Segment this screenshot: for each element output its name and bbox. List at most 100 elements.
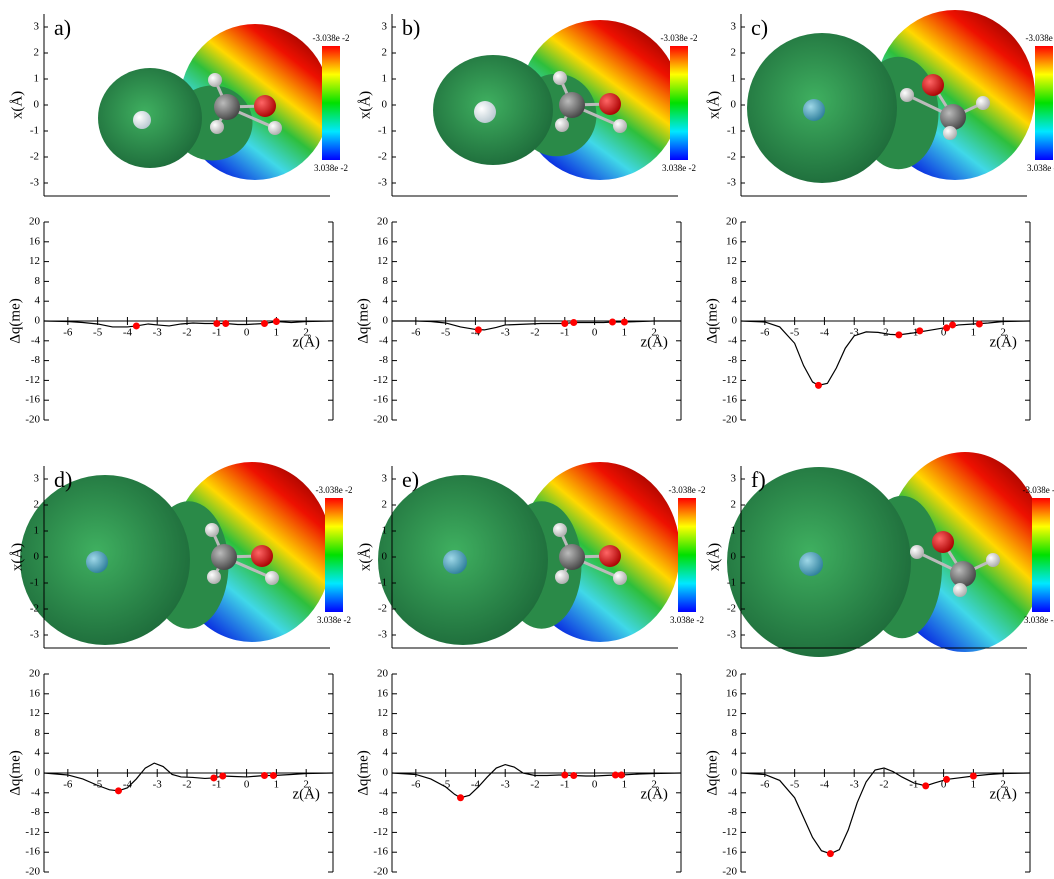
y-tick-label: -3 bbox=[30, 629, 40, 641]
y-tick-label: -8 bbox=[728, 806, 738, 818]
y-tick-label: 12 bbox=[377, 707, 388, 719]
panel-label: f) bbox=[751, 467, 766, 492]
colorbar-label: 3.038e -2 bbox=[314, 163, 348, 173]
y-tick-label: 12 bbox=[29, 255, 40, 267]
x-tick-label: -5 bbox=[93, 327, 103, 339]
data-point bbox=[570, 771, 578, 779]
y-tick-label: 0 bbox=[35, 767, 41, 779]
y-tick-label: 3 bbox=[731, 473, 737, 485]
ion-atom bbox=[443, 550, 467, 574]
y-tick-label: -8 bbox=[379, 806, 389, 818]
y-tick-label: 1 bbox=[382, 525, 388, 537]
y-tick-label: 20 bbox=[726, 668, 738, 680]
y-axis-label: x(Å) bbox=[706, 543, 722, 571]
hydrogen-atom bbox=[900, 88, 914, 102]
surface-panel: -3.038e -2 3.038e -2 -3 -2 -1 0 1 2 3 x(Å) c) bbox=[706, 10, 1054, 197]
y-tick-label: 16 bbox=[29, 687, 41, 699]
colorbar-label: 3.038e -2 bbox=[662, 163, 696, 173]
data-point bbox=[969, 772, 977, 780]
y-tick-label: 4 bbox=[383, 295, 389, 307]
data-point bbox=[219, 772, 227, 780]
y-tick-label: 3 bbox=[34, 21, 40, 33]
data-point bbox=[210, 774, 218, 782]
oxygen-atom bbox=[599, 545, 621, 567]
colorbar bbox=[1035, 46, 1053, 160]
colorbar-label: -3.038e -2 bbox=[313, 33, 350, 43]
y-tick-label: 4 bbox=[732, 295, 738, 307]
y-axis-label: Δq(me) bbox=[7, 750, 23, 795]
y-axis-label: Δq(me) bbox=[7, 298, 23, 343]
y-tick-label: 8 bbox=[383, 275, 389, 287]
y-tick-label: 3 bbox=[382, 473, 388, 485]
colorbar-label: 3.038e -2 bbox=[1027, 163, 1054, 173]
y-tick-label: 8 bbox=[383, 727, 389, 739]
ion-atom bbox=[474, 101, 496, 123]
x-tick-label: -2 bbox=[530, 327, 539, 339]
x-axis-label: z(Å) bbox=[640, 786, 667, 802]
y-axis-label: Δq(me) bbox=[355, 298, 371, 343]
y-tick-label: 0 bbox=[382, 551, 388, 563]
y-tick-label: -2 bbox=[378, 151, 387, 163]
y-tick-label: 1 bbox=[34, 73, 40, 85]
x-tick-label: -6 bbox=[63, 779, 73, 791]
y-tick-label: 12 bbox=[377, 255, 388, 267]
x-tick-label: -2 bbox=[879, 779, 888, 791]
hydrogen-atom bbox=[613, 119, 627, 133]
y-tick-label: -8 bbox=[31, 354, 41, 366]
data-point bbox=[895, 331, 903, 339]
y-tick-label: -3 bbox=[378, 177, 388, 189]
y-tick-label: -12 bbox=[722, 374, 737, 386]
data-point bbox=[272, 317, 280, 325]
y-tick-label: -20 bbox=[25, 866, 40, 878]
y-tick-label: -1 bbox=[727, 577, 736, 589]
x-axis-label: z(Å) bbox=[640, 334, 667, 350]
data-point bbox=[611, 771, 619, 779]
colorbar bbox=[322, 46, 340, 160]
x-tick-label: 2 bbox=[651, 327, 657, 339]
y-tick-label: -12 bbox=[25, 826, 40, 838]
y-tick-label: -8 bbox=[728, 354, 738, 366]
y-axis-label: x(Å) bbox=[706, 91, 722, 119]
y-tick-label: -4 bbox=[379, 786, 389, 798]
y-tick-label: -16 bbox=[722, 394, 737, 406]
y-tick-label: -8 bbox=[379, 354, 389, 366]
hydrogen-atom bbox=[210, 120, 224, 134]
y-tick-label: -20 bbox=[373, 866, 388, 878]
y-axis-label: x(Å) bbox=[357, 91, 373, 119]
hydrogen-atom bbox=[208, 73, 222, 87]
x-tick-label: 0 bbox=[941, 327, 947, 339]
data-point bbox=[269, 771, 277, 779]
y-tick-label: -20 bbox=[722, 866, 737, 878]
y-axis-label: Δq(me) bbox=[704, 298, 720, 343]
y-tick-label: 2 bbox=[382, 499, 388, 511]
x-tick-label: 2 bbox=[651, 779, 657, 791]
colorbar-label: 3.038e -2 bbox=[317, 615, 351, 625]
x-tick-label: -5 bbox=[790, 327, 800, 339]
hydrogen-atom bbox=[910, 545, 924, 559]
y-tick-label: 8 bbox=[35, 275, 41, 287]
ion-atom bbox=[803, 99, 825, 121]
y-tick-label: 20 bbox=[726, 216, 738, 228]
y-tick-label: 1 bbox=[731, 73, 737, 85]
hydrogen-atom bbox=[553, 523, 567, 537]
panel-label: e) bbox=[402, 467, 419, 492]
data-point bbox=[949, 321, 957, 329]
data-point bbox=[943, 775, 951, 783]
x-tick-label: 2 bbox=[1000, 779, 1006, 791]
y-tick-label: -2 bbox=[30, 151, 39, 163]
data-point bbox=[213, 319, 221, 327]
x-tick-label: 1 bbox=[971, 779, 977, 791]
y-tick-label: -4 bbox=[728, 786, 738, 798]
y-tick-label: 20 bbox=[29, 668, 41, 680]
y-tick-label: -1 bbox=[378, 577, 387, 589]
carbon-atom bbox=[211, 544, 237, 570]
x-tick-label: -1 bbox=[212, 779, 221, 791]
y-tick-label: -1 bbox=[30, 577, 39, 589]
y-tick-label: 4 bbox=[35, 295, 41, 307]
y-tick-label: -4 bbox=[31, 786, 41, 798]
y-tick-label: -2 bbox=[727, 151, 736, 163]
y-tick-label: 2 bbox=[731, 47, 737, 59]
data-line bbox=[740, 767, 1031, 855]
x-tick-label: 1 bbox=[622, 327, 628, 339]
